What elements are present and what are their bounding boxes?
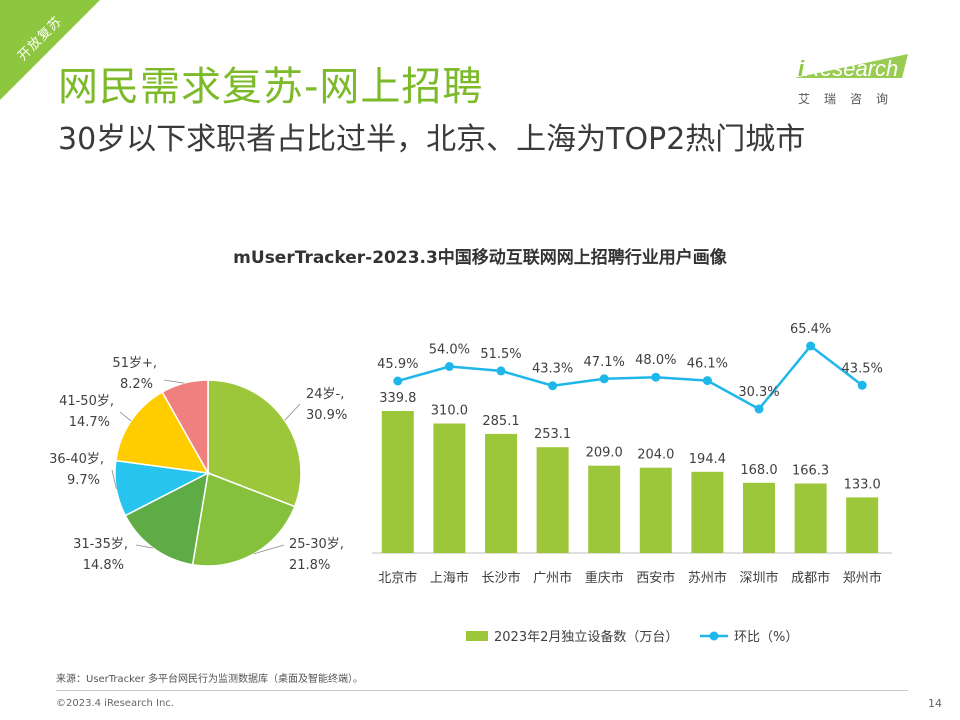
logo-swoosh	[794, 54, 908, 78]
page-title: 网民需求复苏-网上招聘	[58, 64, 484, 110]
pie-value-label: 8.2%	[120, 377, 153, 392]
x-tick-label: 广州市	[533, 570, 572, 586]
pie-value-label: 9.7%	[67, 473, 100, 488]
line-series-path	[397, 344, 863, 411]
line-value-label: 43.5%	[842, 361, 883, 376]
logo-brand: Research	[804, 56, 899, 81]
logo-subtitle: 艾瑞咨询	[798, 92, 903, 106]
bar	[485, 433, 517, 553]
line-point	[393, 376, 403, 386]
bar	[743, 482, 775, 553]
bar-value-label: 209.0	[586, 446, 623, 461]
ribbon-shape	[0, 0, 100, 100]
legend-bar-label: 2023年2月独立设备数（万台）	[494, 629, 678, 645]
bar	[691, 471, 724, 553]
pie-leader-line	[253, 544, 285, 555]
line-point	[702, 376, 712, 386]
line-value-label: 46.1%	[687, 357, 728, 372]
bar	[639, 467, 672, 553]
pie-slice	[124, 471, 209, 566]
pie-slice	[114, 391, 210, 474]
pie-value-label: 30.9%	[306, 408, 347, 423]
bar-value-label: 133.0	[844, 477, 881, 492]
legend-bar-swatch	[466, 631, 488, 641]
logo-i: i	[798, 56, 805, 81]
bar	[794, 483, 827, 553]
bar-value-label: 285.1	[482, 414, 519, 429]
pie-leader-line	[111, 469, 117, 489]
line-point	[754, 404, 764, 414]
bar-value-label: 166.3	[792, 464, 829, 479]
pie-slice	[207, 379, 302, 508]
bar-value-label: 310.0	[431, 404, 468, 419]
bar-value-label: 253.1	[534, 427, 571, 442]
pie-value-label: 14.8%	[83, 558, 124, 573]
x-tick-label: 西安市	[636, 570, 675, 586]
bar	[588, 465, 621, 553]
chart-title: mUserTracker-2023.3中国移动互联网网上招聘行业用户画像	[233, 248, 727, 268]
bar	[536, 447, 569, 553]
pie-label: 36-40岁,	[49, 452, 104, 467]
pie-label: 51岁+,	[112, 356, 157, 371]
pie-label: 31-35岁,	[73, 537, 128, 552]
line-value-label: 30.3%	[738, 385, 779, 400]
page-number: 14	[928, 697, 942, 710]
line-value-label: 54.0%	[429, 343, 470, 358]
pie-value-label: 21.8%	[289, 558, 330, 573]
x-tick-label: 长沙市	[481, 570, 520, 586]
bar	[381, 411, 414, 553]
copyright: ©2023.4 iResearch Inc.	[56, 698, 174, 709]
footer-divider	[56, 690, 908, 691]
page-subtitle: 30岁以下求职者占比过半，北京、上海为TOP2热门城市	[58, 122, 806, 157]
legend-line-marker	[709, 631, 719, 641]
legend-line-label: 环比（%）	[734, 630, 798, 645]
pie-label: 24岁-,	[306, 387, 344, 402]
pie-slice	[161, 379, 209, 476]
line-point	[599, 374, 609, 384]
line-value-label: 65.4%	[790, 322, 831, 337]
bar-value-label: 339.8	[379, 391, 416, 406]
line-point	[806, 341, 816, 351]
x-tick-label: 上海市	[430, 570, 469, 586]
pie-leader-line	[163, 379, 185, 384]
pie-label: 41-50岁,	[59, 394, 114, 409]
line-value-label: 48.0%	[635, 353, 676, 368]
pie-value-label: 14.7%	[69, 415, 110, 430]
x-tick-label: 成都市	[791, 570, 830, 586]
line-point	[496, 366, 506, 376]
pie-leader-line	[135, 544, 154, 549]
pie-leader-line	[119, 411, 132, 422]
x-tick-label: 苏州市	[688, 570, 727, 586]
logo-wordmark: iResearch	[798, 56, 898, 82]
bar-value-label: 194.4	[689, 452, 726, 467]
line-point	[857, 380, 867, 390]
x-tick-label: 郑州市	[843, 570, 882, 586]
line-value-label: 43.3%	[532, 362, 573, 377]
bar-value-label: 204.0	[637, 448, 674, 463]
pie-label: 25-30岁,	[289, 537, 344, 552]
bar	[433, 423, 466, 553]
x-tick-label: 重庆市	[585, 570, 624, 586]
pie-leader-line	[284, 403, 301, 421]
line-value-label: 51.5%	[480, 347, 521, 362]
bar-value-label: 168.0	[740, 463, 777, 478]
line-value-label: 45.9%	[377, 357, 418, 372]
line-point	[548, 381, 558, 391]
source-note: 来源：UserTracker 多平台网民行为监测数据库（桌面及智能终端）。	[56, 674, 364, 685]
line-point	[651, 372, 661, 382]
x-tick-label: 北京市	[378, 570, 417, 586]
line-point	[444, 362, 454, 371]
corner-ribbon: 开放复苏	[0, 0, 110, 110]
x-tick-label: 深圳市	[739, 570, 778, 586]
line-value-label: 47.1%	[584, 355, 625, 370]
bar	[846, 497, 879, 553]
iresearch-logo: iResearch 艾瑞咨询	[790, 48, 920, 112]
